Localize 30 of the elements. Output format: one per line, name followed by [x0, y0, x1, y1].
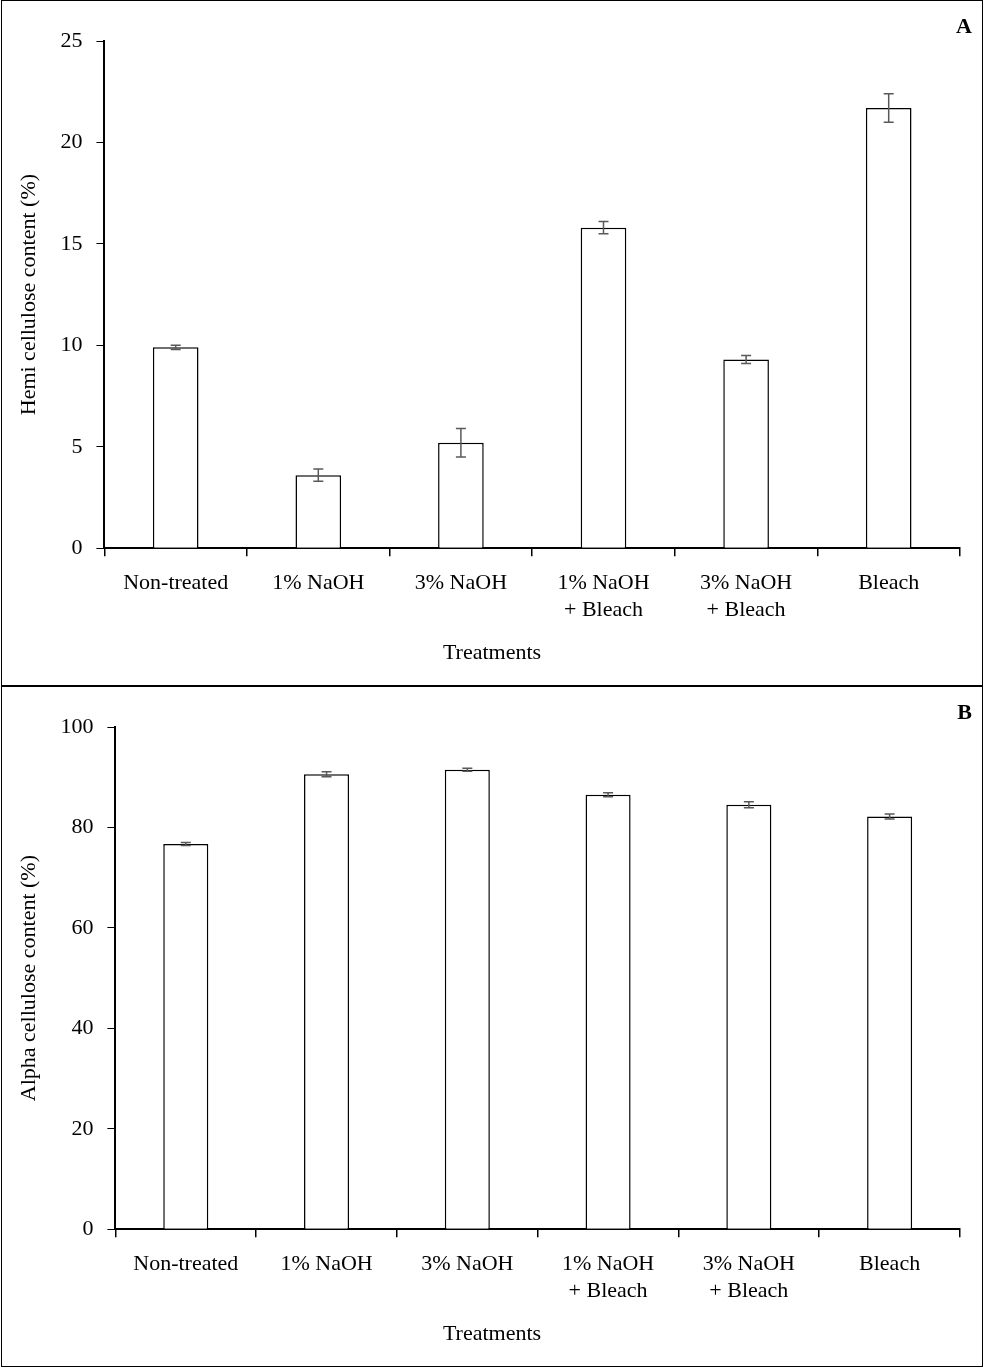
y-tick-label: 0 [82, 1214, 94, 1240]
x-tick-label: 1% NaOH [272, 569, 365, 595]
x-axis-title: Treatments [441, 1320, 543, 1346]
text: A [956, 13, 972, 39]
y-tick-label: 25 [60, 26, 83, 52]
y-tick-label: 80 [71, 813, 94, 839]
x-tick-label: 3% NaOH + Bleach [702, 1250, 796, 1302]
x-tick-label: 1% NaOH [280, 1250, 373, 1276]
y-tick-label: 100 [60, 712, 94, 738]
y-tick-label: 60 [71, 913, 94, 939]
x-tick-label: 1% NaOH + Bleach [561, 1250, 655, 1302]
y-tick-label: 20 [60, 128, 83, 154]
y-tick-label: 40 [71, 1014, 94, 1040]
y-tick-label: 15 [60, 229, 83, 255]
x-tick-label: 3% NaOH [421, 1250, 514, 1276]
x-tick-label: Bleach [859, 1250, 921, 1276]
y-tick-label: 0 [71, 533, 83, 559]
x-tick-label: Bleach [858, 569, 920, 595]
y-tick-label: 10 [60, 331, 83, 357]
x-axis-title: Treatments [441, 639, 543, 665]
text: B [957, 699, 972, 725]
y-tick-label: 20 [71, 1114, 94, 1140]
y-axis-title: Alpha cellulose content (%) [14, 855, 40, 1102]
x-tick-label: Non-treated [133, 1250, 239, 1276]
x-tick-label: 3% NaOH [414, 569, 508, 595]
y-tick-label: 5 [71, 432, 83, 458]
x-tick-label: Non-treated [123, 569, 229, 595]
y-axis-title: Hemi cellulose content (%) [14, 173, 40, 416]
x-tick-label: 3% NaOH + Bleach [699, 569, 793, 621]
x-tick-label: 1% NaOH + Bleach [557, 569, 650, 621]
